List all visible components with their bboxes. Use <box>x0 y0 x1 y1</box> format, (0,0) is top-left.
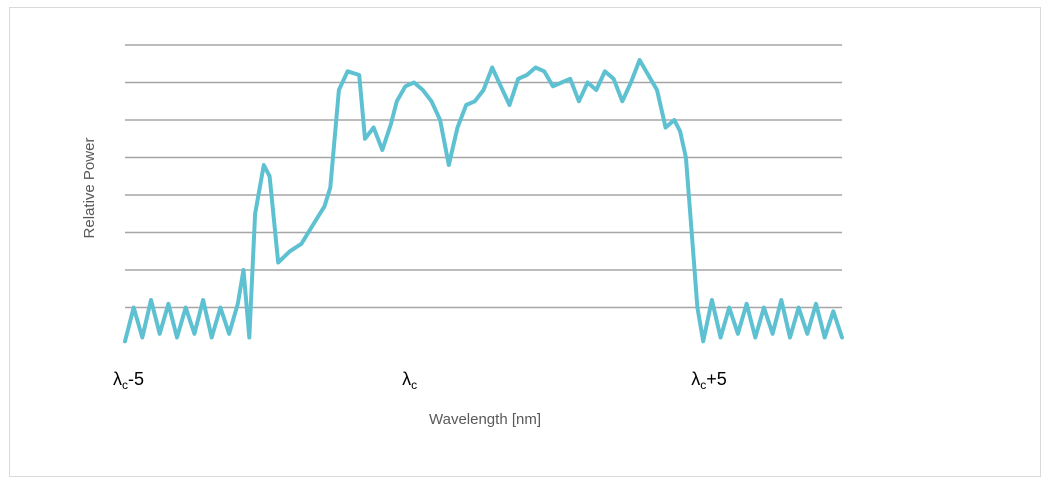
x-axis-title: Wavelength [nm] <box>429 411 541 428</box>
x-tick-labels: λc-5 λc λc+5 <box>113 369 727 392</box>
chart-frame: λc-5 λc λc+5 Wavelength [nm] Relative Powe… <box>9 7 1041 477</box>
series-line <box>123 58 844 344</box>
y-axis-title: Relative Power <box>81 138 98 239</box>
x-tick-label: λc <box>402 369 417 392</box>
spectrum-chart: λc-5 λc λc+5 Wavelength [nm] Relative Powe… <box>81 44 844 428</box>
gridlines <box>125 44 842 309</box>
x-tick-label: λc-5 <box>113 369 144 392</box>
x-tick-label: λc+5 <box>691 369 727 392</box>
